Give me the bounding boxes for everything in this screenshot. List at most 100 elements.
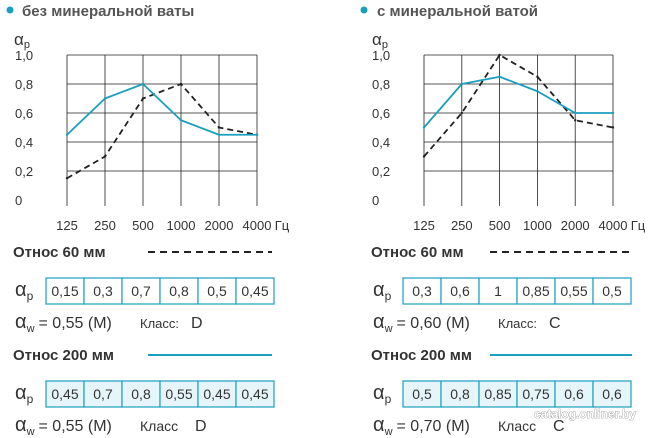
- alpha-p-symbol: αp: [15, 382, 34, 406]
- data-point: [460, 82, 463, 86]
- x-tick-label: 1000: [167, 218, 196, 233]
- table-cell: [516, 380, 556, 408]
- data-point: [103, 155, 107, 158]
- series-line-200mm: [66, 83, 257, 136]
- x-tick-label: 2000: [561, 218, 590, 233]
- data-point: [498, 53, 501, 57]
- data-point: [574, 111, 577, 115]
- y-tick-label: 0,6: [372, 106, 390, 121]
- table-label: Относ 200 мм: [13, 347, 114, 364]
- alpha-w-rating: αw = 0,70 (M): [373, 414, 470, 438]
- y-tick-label: 0,2: [372, 164, 390, 179]
- table-cell: [592, 380, 632, 408]
- data-point: [217, 133, 221, 136]
- table-cell-value: 0,55: [560, 283, 587, 299]
- data-point: [179, 119, 183, 122]
- class-label: Класс:: [498, 316, 537, 331]
- y-tick-label: 0: [15, 193, 22, 208]
- x-tick-label: 125: [56, 218, 78, 233]
- table-cell: [121, 380, 161, 408]
- x-axis-unit: Гц: [275, 218, 290, 233]
- table-cell-value: 1: [494, 283, 502, 299]
- table-cell: [121, 277, 161, 305]
- data-point: [574, 119, 577, 122]
- x-tick-label: 500: [132, 218, 154, 233]
- alpha-p-symbol: αp: [373, 279, 392, 303]
- y-tick-label: 0,4: [15, 135, 33, 150]
- x-tick-label: 4000: [243, 218, 272, 233]
- table-cell: [45, 277, 85, 305]
- table-cell-value: 0,45: [51, 386, 78, 402]
- y-axis-label-sub: p: [382, 39, 388, 51]
- table-cell: [83, 380, 123, 408]
- table-cell-value: 0,3: [412, 283, 432, 299]
- table-cell-value: 0,8: [169, 283, 189, 299]
- alpha-p-symbol: αp: [373, 382, 392, 406]
- table-cell-value: 0,8: [450, 386, 470, 402]
- panel-without-wool: без минеральной ваты αp 0 0,2 0,4 0,6 0,8 1,0 12…: [6, 3, 290, 438]
- data-point: [141, 97, 145, 100]
- y-axis-label-sub: p: [24, 39, 30, 51]
- alpha-w-rating: αw = 0,55 (M): [15, 311, 112, 335]
- table-cell: [159, 380, 199, 408]
- y-tick-label: 1,0: [15, 48, 33, 63]
- panel-with-wool: с минеральной ватойαp00,20,40,60,81,0125…: [360, 3, 646, 438]
- data-point: [536, 90, 539, 93]
- table-cell-value: 0,75: [522, 386, 549, 402]
- table-cell: [235, 277, 275, 305]
- table-cell-value: 0,8: [131, 386, 151, 402]
- data-point: [498, 75, 501, 78]
- table-cell-value: 0,15: [51, 283, 78, 299]
- y-tick-label: 0,4: [372, 135, 390, 150]
- table-cell: [197, 277, 237, 305]
- y-tick-label: 1,0: [372, 48, 390, 63]
- x-tick-label: 4000: [599, 218, 628, 233]
- x-tick-label: 125: [413, 218, 435, 233]
- table-cell: [516, 277, 556, 305]
- x-tick-label: 250: [451, 218, 473, 233]
- table-label: Относ 60 мм: [13, 244, 106, 261]
- y-tick-label: 0,8: [15, 77, 33, 92]
- data-point: [255, 133, 259, 136]
- x-tick-label: 250: [94, 218, 116, 233]
- panel-title: с минеральной ватой: [377, 3, 538, 20]
- table-cell-value: 0,6: [450, 283, 470, 299]
- data-point: [611, 111, 615, 115]
- table-cell-value: 0,3: [93, 283, 113, 299]
- panel-title: без минеральной ваты: [22, 3, 194, 20]
- data-point: [65, 177, 69, 180]
- x-tick-label: 1000: [523, 218, 552, 233]
- series-line-60mm: [423, 54, 614, 158]
- y-tick-label: 0,8: [372, 77, 390, 92]
- table-cell-value: 0,6: [564, 386, 584, 402]
- table-cell-value: 0,45: [203, 386, 230, 402]
- alpha-p-symbol: αp: [15, 279, 34, 303]
- table-cell-value: 0,45: [241, 283, 268, 299]
- alpha-w-rating: αw = 0,55 (M): [15, 414, 112, 438]
- table-cell-value: 0,85: [522, 283, 549, 299]
- table-cell: [45, 380, 85, 408]
- data-point: [217, 126, 221, 129]
- table-cell: [478, 380, 518, 408]
- class-value: C: [553, 418, 565, 435]
- table-cell-value: 0,5: [602, 283, 622, 299]
- table-cell-value: 0,45: [241, 386, 268, 402]
- class-value: C: [549, 315, 561, 332]
- class-label: Класс: [498, 418, 536, 434]
- table-200mm: Относ 200 мм αp 0,45 0,7 0,8 0,55 0,45 0,45 αw = …: [13, 347, 275, 438]
- table-cell-value: 0,5: [412, 386, 432, 402]
- data-point: [611, 126, 615, 129]
- class-value: D: [191, 315, 203, 332]
- table-cell: [235, 380, 275, 408]
- data-point: [422, 126, 426, 129]
- y-tick-label: 0,6: [15, 106, 33, 121]
- table-cell-value: 0,7: [131, 283, 151, 299]
- data-point: [536, 75, 539, 78]
- data-point: [65, 133, 69, 136]
- table-cell: [592, 277, 632, 305]
- table-cell-value: 0,6: [602, 386, 622, 402]
- table-cell-value: 0,55: [165, 386, 192, 402]
- y-tick-label: 0,2: [15, 164, 33, 179]
- x-axis-unit: Гц: [631, 218, 646, 233]
